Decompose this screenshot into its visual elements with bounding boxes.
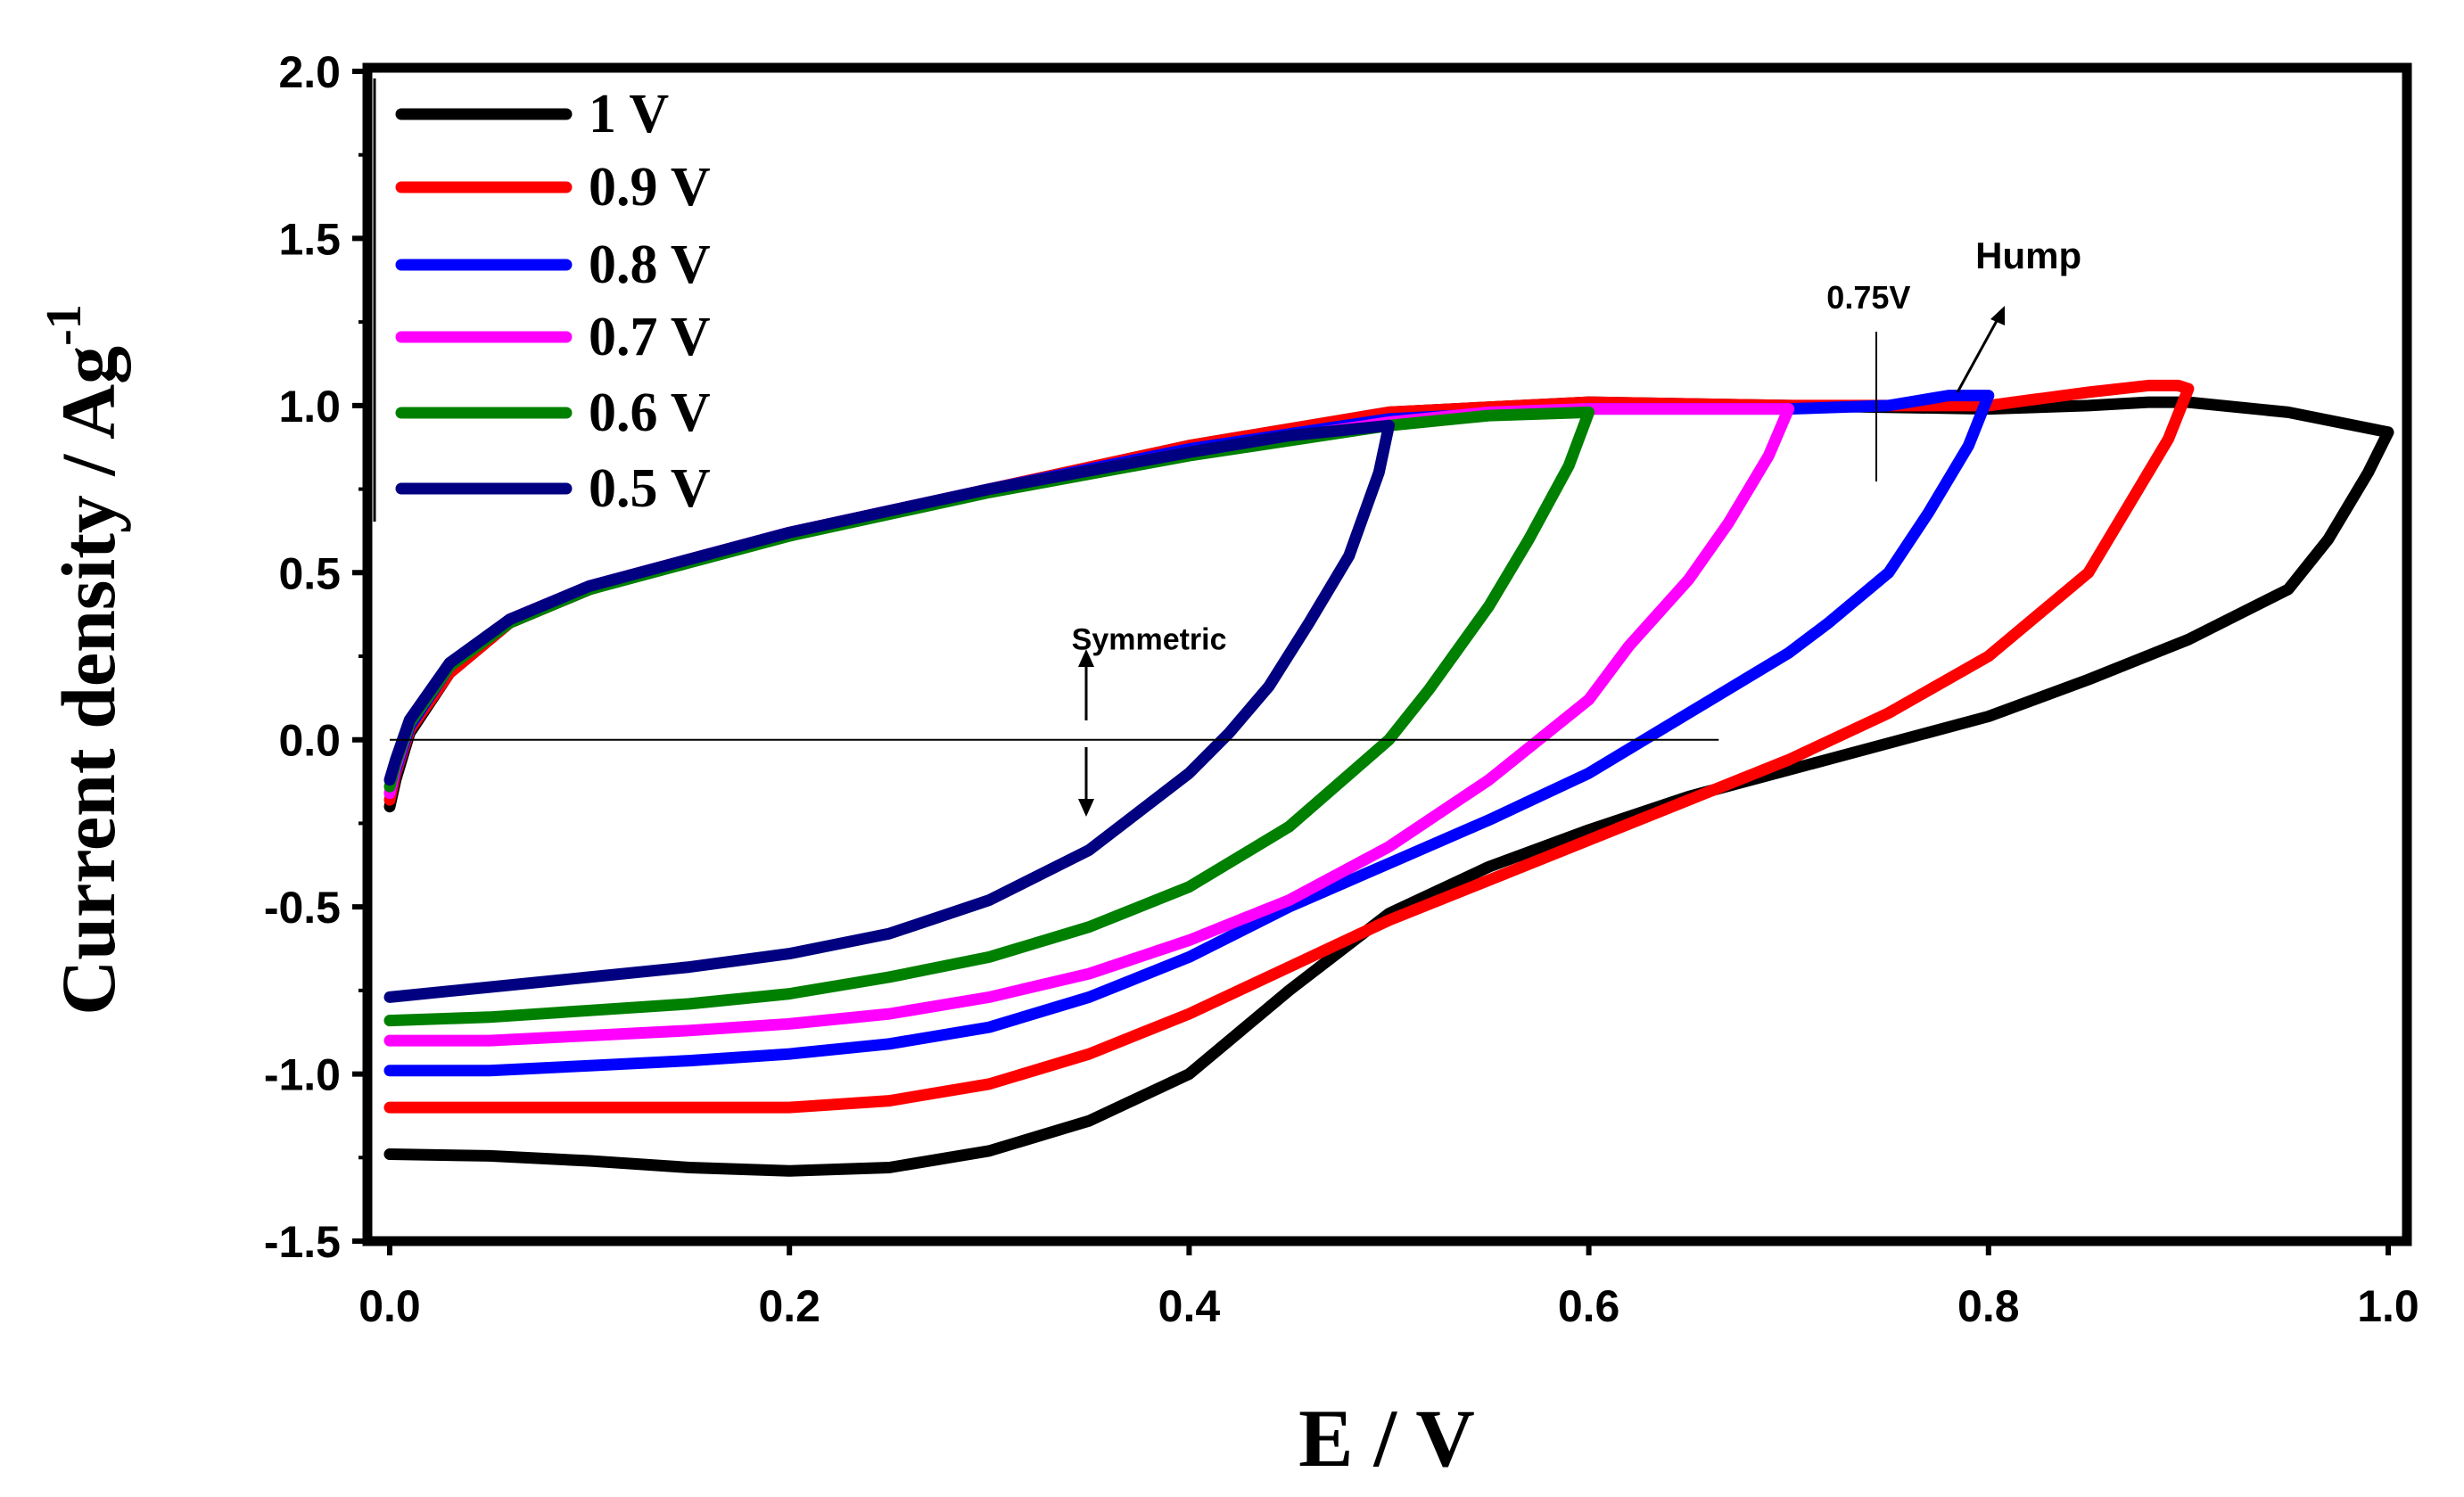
x-tick-label: 0.8 bbox=[1957, 1281, 2020, 1331]
hump-arrow bbox=[1956, 318, 1999, 393]
symmetric-down-arrowhead bbox=[1078, 799, 1094, 817]
legend: 1 V 0.9 V 0.8 V 0.7 V 0.6 V 0.5 V bbox=[373, 78, 711, 522]
y-tick-label: -1.5 bbox=[264, 1217, 341, 1267]
y-tick-label: 1.0 bbox=[278, 382, 341, 432]
x-tick-label: 0.6 bbox=[1558, 1281, 1620, 1331]
symmetric-annotation: Symmetric bbox=[1072, 623, 1227, 817]
legend-item-0-7v: 0.7 V bbox=[395, 307, 711, 367]
x-axis-title: E / V bbox=[1298, 1393, 1475, 1484]
legend-item-0-6v: 0.6 V bbox=[395, 382, 711, 443]
x-tick-label: 0.0 bbox=[358, 1281, 421, 1331]
y-axis-title-text: Current density / Ag-1 bbox=[37, 304, 131, 1016]
hump-annotation: Hump bbox=[1956, 234, 2081, 393]
x-tick-label: 0.2 bbox=[758, 1281, 820, 1331]
legend-item-0-8v: 0.8 V bbox=[395, 234, 711, 295]
y-tick-label: 2.0 bbox=[278, 47, 341, 97]
y-axis-title-superscript: -1 bbox=[37, 304, 92, 346]
legend-label-1v: 1 V bbox=[589, 84, 669, 144]
legend-item-0-9v: 0.9 V bbox=[395, 157, 711, 218]
y-axis-title: Current density / Ag-1 bbox=[37, 304, 131, 1016]
symmetric-label: Symmetric bbox=[1072, 623, 1227, 657]
y-tick-label: -0.5 bbox=[264, 883, 341, 933]
legend-label-0-5v: 0.5 V bbox=[589, 458, 711, 519]
legend-label-0-8v: 0.8 V bbox=[589, 234, 711, 295]
series-group bbox=[383, 379, 2394, 1177]
x-tick-label: 1.0 bbox=[2357, 1281, 2419, 1331]
symmetric-up-arrowhead bbox=[1078, 649, 1094, 667]
x-tick-label: 0.4 bbox=[1158, 1281, 1221, 1331]
y-tick-label: 0.0 bbox=[278, 716, 341, 766]
voltage-075-annotation: 0.75V bbox=[1826, 279, 1910, 481]
legend-label-0-7v: 0.7 V bbox=[589, 307, 711, 367]
y-tick-label: 0.5 bbox=[278, 548, 341, 598]
legend-item-0-5v: 0.5 V bbox=[395, 458, 711, 519]
hump-label: Hump bbox=[1975, 234, 2081, 276]
y-tick-label: -1.0 bbox=[264, 1050, 341, 1100]
legend-label-0-6v: 0.6 V bbox=[589, 382, 711, 443]
hump-arrowhead bbox=[1990, 306, 2005, 325]
y-tick-label: 1.5 bbox=[278, 214, 341, 264]
tick-group: 0.0 0.2 0.4 0.6 0.8 1.0 2.0 1.5 1.0 0.5 0.0 -0.5 -1.… bbox=[264, 47, 2419, 1331]
series-line-0-5v bbox=[383, 419, 1395, 1003]
voltage-075-label: 0.75V bbox=[1826, 279, 1910, 316]
y-axis-title-main: Current density / Ag bbox=[45, 346, 131, 1016]
legend-item-1v: 1 V bbox=[395, 84, 669, 144]
legend-label-0-9v: 0.9 V bbox=[589, 157, 711, 218]
